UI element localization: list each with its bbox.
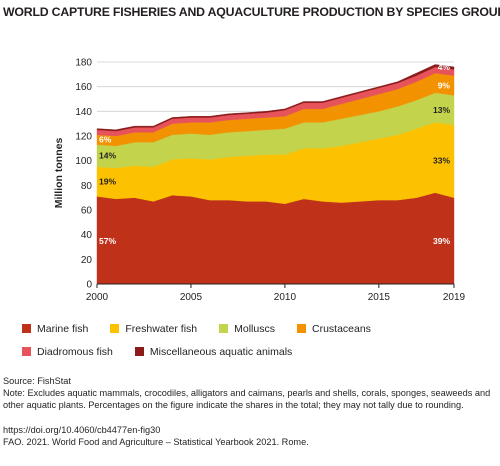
share-label-2000: 19%	[99, 177, 116, 187]
y-tick-label: 60	[81, 206, 93, 217]
share-labels: 57% 19% 14% 6% 39% 33% 13% 9% 4%	[99, 62, 450, 246]
note-text: Note: Excludes aquatic mammals, crocodil…	[3, 388, 491, 411]
legend-swatch	[110, 324, 120, 333]
area-miscellaneous-aquatic-animals	[96, 64, 455, 132]
share-label-2019: 13%	[433, 105, 450, 115]
share-label-2000: 57%	[99, 236, 116, 246]
x-tick-label: 2005	[180, 292, 203, 303]
legend-label: Molluscs	[234, 322, 275, 335]
share-label-2000: 14%	[99, 151, 116, 161]
legend-item-molluscs: Molluscs	[219, 323, 275, 335]
legend-label: Miscellaneous aquatic animals	[149, 345, 293, 358]
y-axis-label: Million tonnes	[53, 138, 65, 209]
legend-label: Marine fish	[37, 322, 89, 335]
notes-block: Source: FishStat Note: Excludes aquatic …	[3, 375, 498, 448]
chart-title: WORLD CAPTURE FISHERIES AND AQUACULTURE …	[3, 5, 500, 19]
share-label-2019: 9%	[438, 80, 451, 90]
y-tick-label: 180	[75, 58, 92, 69]
legend-item-diadromous-fish: Diadromous fish	[22, 346, 113, 358]
y-tick-label: 120	[75, 132, 92, 143]
source-text: Source: FishStat	[3, 376, 71, 386]
axes: 0 20 40 60 80 100 120 140 160 180 2000 2005 2010 2015…	[53, 58, 466, 304]
legend-swatch	[134, 347, 144, 356]
x-tick-label: 2000	[86, 292, 109, 303]
legend-item-marine-fish: Marine fish	[22, 323, 88, 335]
legend-swatch	[22, 347, 31, 356]
legend-label: Freshwater fish	[125, 322, 198, 335]
legend-item-crustaceans: Crustaceans	[296, 322, 371, 335]
share-label-2019: 4%	[438, 62, 451, 72]
area-marine-fish	[96, 192, 455, 285]
x-tick-label: 2010	[274, 292, 297, 303]
legend-label: Diadromous fish	[37, 345, 113, 358]
y-tick-label: 80	[81, 181, 93, 192]
doi-link[interactable]: https://doi.org/10.4060/cb4477en-fig30	[3, 424, 161, 435]
legend-row-2: Diadromous fish Miscellaneous aquatic an…	[22, 342, 492, 361]
y-tick-label: 160	[75, 82, 92, 93]
legend-label: Crustaceans	[311, 322, 371, 335]
x-tick-label: 2015	[368, 292, 391, 303]
share-label-2019: 39%	[433, 236, 450, 246]
y-tick-label: 0	[86, 280, 92, 291]
area-series	[96, 64, 455, 285]
legend-swatch	[296, 324, 306, 333]
legend-item-misc-aquatic-animals: Miscellaneous aquatic animals	[134, 345, 293, 358]
legend-row-1: Marine fish Freshwater fish Molluscs Cru…	[22, 319, 492, 338]
legend-item-freshwater-fish: Freshwater fish	[110, 323, 197, 335]
share-label-2000: 6%	[99, 135, 112, 145]
y-tick-label: 20	[81, 255, 93, 266]
y-tick-label: 140	[75, 107, 92, 118]
legend: Marine fish Freshwater fish Molluscs Cru…	[22, 319, 492, 365]
y-tick-label: 40	[81, 230, 93, 241]
citation-text: FAO. 2021. World Food and Agriculture – …	[3, 436, 309, 447]
share-label-2019: 33%	[433, 156, 450, 166]
legend-swatch	[22, 324, 31, 333]
legend-swatch	[219, 324, 229, 333]
x-tick-label: 2019	[443, 292, 466, 303]
chart-plot: 0 20 40 60 80 100 120 140 160 180 2000 2005 2010 2015…	[53, 58, 466, 304]
y-tick-label: 100	[75, 156, 92, 167]
